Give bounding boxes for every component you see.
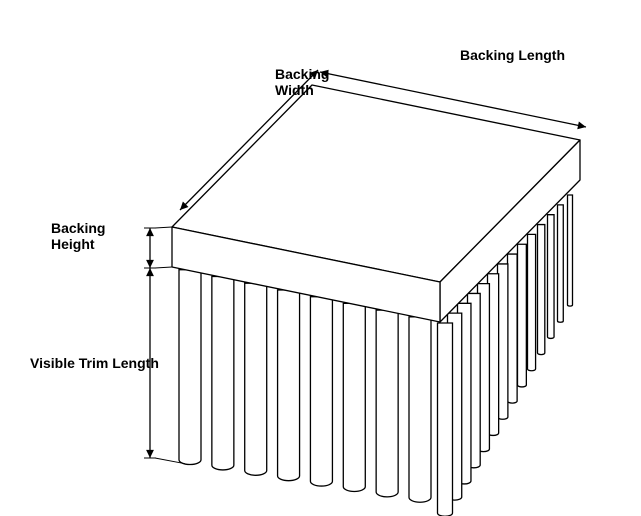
- label-backing-width: Backing Width: [275, 66, 329, 98]
- label-backing-height: Backing Height: [51, 220, 105, 252]
- label-backing-length: Backing Length: [460, 47, 565, 63]
- label-visible-trim-length: Visible Trim Length: [30, 355, 159, 371]
